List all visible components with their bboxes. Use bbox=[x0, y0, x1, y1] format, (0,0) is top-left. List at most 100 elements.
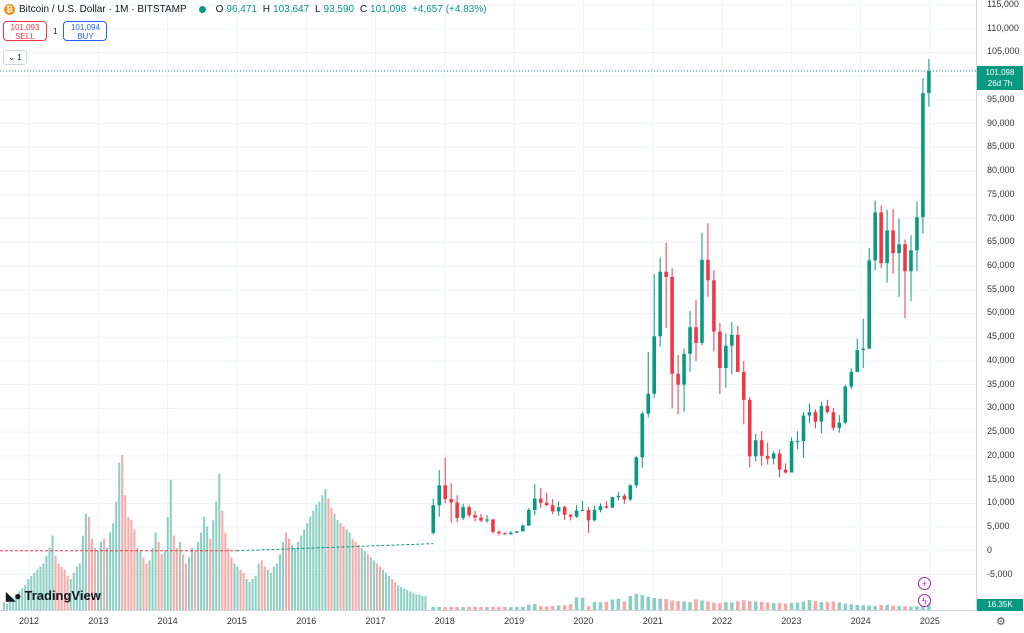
sell-button[interactable]: 101,093 SELL bbox=[3, 21, 47, 41]
volume-bar bbox=[532, 604, 537, 610]
volume-bar bbox=[903, 606, 907, 610]
volume-bar bbox=[385, 572, 388, 610]
candle-body bbox=[897, 244, 901, 254]
volume-bar bbox=[873, 605, 877, 610]
candle-body bbox=[485, 519, 489, 521]
volume-bar bbox=[777, 603, 782, 610]
volume-bar bbox=[263, 566, 266, 610]
volume-bar bbox=[415, 594, 418, 610]
price-tick-label: 65,000 bbox=[987, 236, 1015, 247]
volume-bar bbox=[544, 606, 549, 610]
volume-bar bbox=[391, 579, 394, 610]
time-axis[interactable]: 2012 2013 2014 2015 2016 2017 2018 2019 2020 2021… bbox=[0, 610, 976, 633]
volume-bar bbox=[372, 560, 375, 610]
volume-bar bbox=[381, 569, 385, 610]
add-plus-icon[interactable]: + bbox=[918, 577, 931, 590]
candle-body bbox=[807, 412, 812, 416]
price-chart[interactable] bbox=[0, 0, 976, 610]
volume-bar bbox=[239, 569, 242, 610]
volume-bar bbox=[260, 560, 263, 610]
volume-bar bbox=[224, 532, 227, 610]
candle-body bbox=[873, 212, 877, 261]
candle-body bbox=[580, 509, 585, 511]
tradingview-logo[interactable]: ◣● TradingView bbox=[6, 588, 101, 603]
candle-body bbox=[736, 334, 740, 372]
volume-bar bbox=[297, 541, 300, 610]
volume-bar bbox=[580, 597, 585, 610]
volume-bar bbox=[718, 603, 722, 610]
candle-body bbox=[783, 469, 788, 473]
volume-bar bbox=[200, 532, 203, 610]
volume-bar bbox=[172, 535, 175, 610]
volume-bar bbox=[753, 601, 758, 610]
candle-body bbox=[867, 260, 871, 349]
volume-bar bbox=[109, 532, 112, 610]
candle-body bbox=[598, 506, 603, 510]
volume-bar bbox=[491, 607, 495, 610]
volume-bar bbox=[676, 601, 680, 610]
volume-bar bbox=[284, 532, 288, 610]
candle-body bbox=[443, 485, 447, 500]
volume-bar bbox=[324, 489, 327, 610]
volume-bar bbox=[849, 604, 854, 610]
settings-gear-icon[interactable]: ⚙ bbox=[996, 616, 1006, 628]
price-tick-label: 50,000 bbox=[987, 307, 1015, 318]
volume-bar bbox=[36, 569, 39, 610]
candle-body bbox=[747, 399, 752, 457]
volume-bar bbox=[443, 607, 447, 610]
open-label: O bbox=[215, 4, 224, 15]
volume-bar bbox=[342, 526, 345, 610]
candle-body bbox=[765, 455, 770, 459]
candle-body bbox=[712, 280, 716, 332]
candle-body bbox=[664, 271, 668, 277]
candle-body bbox=[718, 331, 722, 369]
buy-button[interactable]: 101,094 BUY bbox=[63, 21, 108, 41]
price-axis[interactable]: 115,000110,000105,000100,00095,00090,000… bbox=[976, 0, 1024, 610]
time-tick-label: 2014 bbox=[157, 616, 178, 626]
volume-bar bbox=[568, 604, 573, 610]
volume-bar bbox=[357, 544, 360, 610]
volume-bar bbox=[801, 601, 806, 610]
price-tick-label: 25,000 bbox=[987, 426, 1015, 437]
volume-bar bbox=[139, 551, 142, 610]
candle-body bbox=[604, 506, 609, 508]
logo-text: TradingView bbox=[24, 588, 101, 603]
open-value: 96,471 bbox=[226, 4, 257, 15]
volume-bar bbox=[187, 557, 190, 610]
volume-bar bbox=[266, 569, 269, 610]
volume-bar bbox=[375, 563, 378, 610]
volume-bar bbox=[741, 600, 746, 610]
candle-body bbox=[640, 413, 645, 458]
volume-bar bbox=[151, 548, 154, 610]
candle-body bbox=[891, 230, 895, 254]
volume-bar bbox=[30, 575, 33, 610]
volume-bar bbox=[166, 517, 169, 610]
quantity-value[interactable]: 1 bbox=[53, 26, 58, 36]
indicators-collapse-button[interactable]: ⌄ 1 bbox=[3, 50, 27, 65]
volume-bar bbox=[730, 602, 734, 610]
volume-bar bbox=[309, 517, 312, 610]
candle-body bbox=[586, 509, 591, 521]
volume-bar bbox=[747, 601, 752, 610]
volume-bar bbox=[78, 563, 81, 610]
volume-bar bbox=[813, 601, 818, 610]
volume-bar bbox=[345, 529, 348, 610]
volume-bar bbox=[221, 510, 224, 610]
symbol-title[interactable]: Bitcoin / U.S. Dollar · 1M · BITSTAMP bbox=[19, 4, 187, 15]
lightning-icon[interactable]: ϟ bbox=[918, 594, 931, 607]
candle-body bbox=[831, 412, 836, 428]
time-tick-label: 2024 bbox=[850, 616, 871, 626]
volume-bar bbox=[157, 541, 160, 610]
volume-bar bbox=[515, 607, 519, 610]
volume-bar bbox=[574, 597, 579, 610]
candle-body bbox=[521, 525, 525, 532]
volume-bar bbox=[336, 520, 339, 610]
candle-body bbox=[538, 498, 543, 503]
volume-bar bbox=[233, 563, 236, 610]
volume-bar bbox=[694, 599, 698, 610]
volume-bar bbox=[303, 529, 306, 610]
candle-body bbox=[610, 497, 615, 508]
sell-label: SELL bbox=[15, 32, 35, 41]
market-status-icon[interactable] bbox=[198, 6, 206, 13]
volume-bar bbox=[783, 603, 788, 610]
